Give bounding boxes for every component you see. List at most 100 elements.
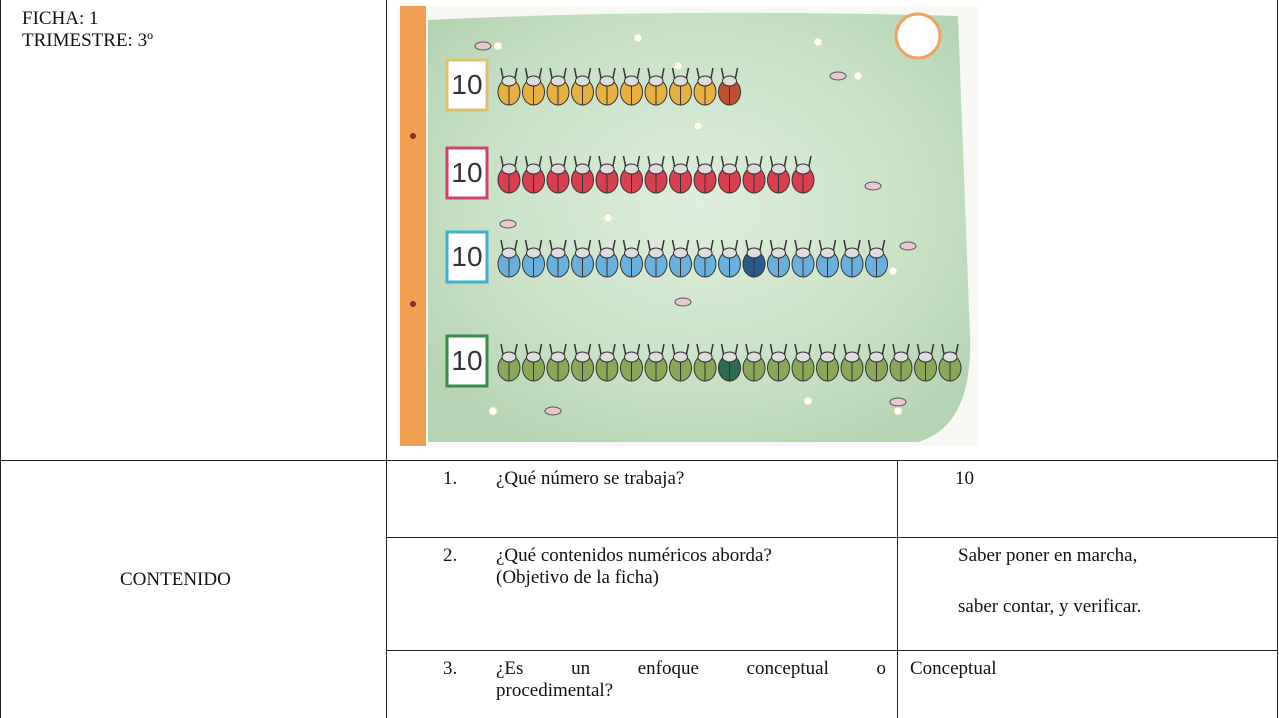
answer: 10: [955, 468, 974, 489]
ladybug-head: [771, 247, 786, 259]
ladybug-head: [648, 351, 664, 363]
ladybug-head: [918, 351, 933, 363]
pebble: [889, 397, 907, 407]
antenna: [500, 343, 518, 355]
ladybug-head: [624, 351, 639, 363]
ladybug-head: [599, 75, 615, 87]
flower: [693, 121, 703, 131]
box-number: 10: [451, 345, 482, 376]
ladybug-head: [575, 351, 590, 363]
antenna: [549, 239, 567, 251]
ladybug-head: [697, 75, 713, 87]
ladybug-head: [648, 163, 664, 175]
antenna: [818, 239, 837, 251]
pebble: [864, 181, 882, 191]
question: ¿Es un enfoque conceptual o: [496, 658, 886, 679]
item-number: 3.: [443, 658, 458, 679]
ladybug-head: [942, 351, 958, 363]
ladybug-head: [501, 351, 517, 363]
antenna: [573, 239, 592, 251]
ladybug-head: [550, 163, 566, 175]
question: ¿Qué número se trabaja?: [496, 468, 685, 489]
ladybug-head: [599, 163, 615, 175]
question: procedimental?: [496, 680, 614, 701]
antenna: [500, 67, 518, 79]
border: [386, 0, 387, 718]
antenna: [598, 343, 616, 355]
flower: [633, 33, 643, 43]
ladybug-head: [697, 163, 713, 175]
ladybug-head: [746, 163, 762, 175]
ladybug-head: [722, 75, 737, 87]
pebble: [544, 406, 562, 416]
flower: [803, 396, 813, 406]
antenna: [573, 343, 592, 355]
ladybug-head: [844, 351, 860, 363]
ladybug-head: [550, 351, 566, 363]
antenna: [622, 239, 641, 251]
ladybug-head: [624, 163, 639, 175]
ladybug-head: [673, 75, 688, 87]
antenna: [769, 239, 788, 251]
ladybug-head: [722, 247, 737, 259]
ladybug-head: [624, 75, 639, 87]
worksheet-image: 10 10 10 10: [398, 6, 978, 446]
antenna: [500, 239, 518, 251]
hole: [410, 133, 416, 139]
antenna: [769, 155, 788, 167]
ladybug-head: [771, 163, 786, 175]
box-number: 10: [451, 157, 482, 188]
antenna: [916, 343, 935, 355]
antenna: [524, 343, 543, 355]
antenna: [843, 343, 861, 355]
box-number: 10: [451, 241, 482, 272]
ficha: FICHA: 1: [22, 8, 99, 29]
border: [0, 0, 1, 718]
ladybug-head: [722, 163, 737, 175]
ladybug-head: [501, 163, 517, 175]
ladybug-head: [550, 247, 566, 259]
ladybug-head: [575, 163, 590, 175]
antenna: [524, 239, 543, 251]
ladybug-head: [697, 247, 713, 259]
ladybug-head: [624, 247, 639, 259]
antenna: [598, 155, 616, 167]
ladybug-head: [648, 247, 664, 259]
border: [387, 650, 1278, 651]
border: [1277, 0, 1278, 718]
antenna: [622, 67, 641, 79]
antenna: [696, 155, 714, 167]
item-number: 2.: [443, 545, 458, 566]
border: [0, 460, 1278, 461]
antenna: [843, 239, 861, 251]
watercolor: [428, 12, 971, 443]
trimestre: TRIMESTRE: 3º: [22, 30, 153, 51]
border: [387, 537, 1278, 538]
ladybug-head: [795, 163, 811, 175]
ladybug-head: [820, 247, 835, 259]
number-box: [445, 334, 489, 388]
ladybug-head: [893, 351, 909, 363]
ladybug-head: [526, 247, 541, 259]
antenna: [867, 239, 886, 251]
antenna: [745, 239, 763, 251]
ladybug-head: [673, 247, 688, 259]
antenna: [549, 343, 567, 355]
antenna: [818, 343, 837, 355]
ladybug-head: [820, 351, 835, 363]
ladybug-head: [575, 75, 590, 87]
ladybug-head: [526, 351, 541, 363]
antenna: [720, 155, 739, 167]
antenna: [696, 343, 714, 355]
antenna: [647, 67, 665, 79]
antenna: [671, 239, 690, 251]
content-label: CONTENIDO: [120, 569, 231, 590]
antenna: [598, 239, 616, 251]
antenna: [671, 155, 690, 167]
antenna: [598, 67, 616, 79]
antenna: [647, 343, 665, 355]
flower: [853, 71, 863, 81]
antenna: [524, 155, 543, 167]
ladybug-head: [795, 351, 811, 363]
